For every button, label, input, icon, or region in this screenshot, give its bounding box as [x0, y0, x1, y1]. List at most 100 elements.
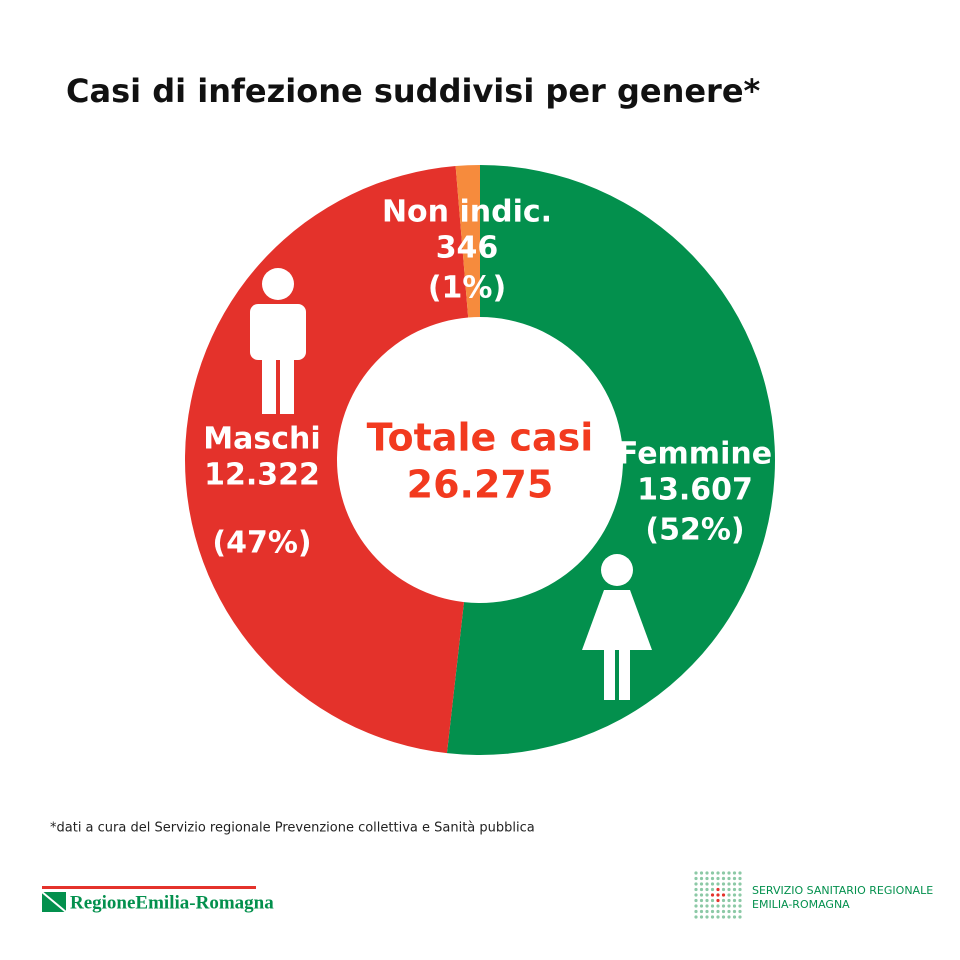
logo-dot	[710, 882, 715, 886]
slice-percent: (1%)	[428, 271, 506, 306]
logo-dot	[738, 915, 742, 919]
logo-dot	[732, 887, 737, 892]
slice-name: Maschi	[203, 422, 320, 457]
logo-dot	[705, 915, 709, 919]
logo-dot	[710, 904, 715, 908]
logo-dot	[738, 898, 742, 903]
logo-dot	[705, 898, 709, 903]
logo-dot	[727, 882, 731, 886]
logo-dot	[721, 871, 726, 875]
logo-dot	[699, 909, 704, 914]
logo-dot	[716, 904, 720, 908]
slice-value: 13.607	[637, 473, 753, 508]
logo-dot	[694, 904, 698, 908]
logo-dot	[732, 909, 737, 914]
center-total: 26.275	[407, 463, 554, 507]
logo-dot	[727, 909, 731, 914]
logo-dot	[694, 909, 698, 914]
logo-dot	[699, 893, 704, 897]
logo-dot	[699, 876, 704, 881]
male-icon	[250, 268, 306, 414]
logo-dot	[738, 909, 742, 914]
left-logo: RegioneEmilia-Romagna	[41, 886, 274, 913]
logo-dot	[699, 904, 704, 908]
logo-dot	[705, 887, 709, 892]
logo-dot	[710, 909, 715, 914]
logo-dot	[710, 898, 715, 903]
logo-dot	[694, 876, 698, 881]
logo-dot	[727, 871, 731, 875]
logo-dot	[710, 887, 715, 892]
logo-dot	[716, 893, 720, 897]
logo-dot	[694, 898, 698, 903]
logo-dot	[699, 915, 704, 919]
logo-dot	[738, 887, 742, 892]
slice-value: 12.322	[204, 458, 320, 493]
logo-dot	[721, 876, 726, 881]
logo-dot	[716, 898, 720, 903]
logo-dot	[694, 887, 698, 892]
logo-dot	[727, 887, 731, 892]
logo-dot	[721, 898, 726, 903]
slice	[446, 165, 776, 755]
slice-percent: (47%)	[212, 526, 311, 561]
slice-name: Non indic.	[382, 195, 552, 230]
logo-dot	[710, 871, 715, 875]
logo-dot	[716, 915, 720, 919]
logo-dot	[705, 909, 709, 914]
right-logo-line1: SERVIZIO SANITARIO REGIONALE	[752, 884, 933, 897]
logo-dot	[732, 915, 737, 919]
female-icon	[582, 554, 652, 700]
logo-dot	[727, 876, 731, 881]
logo-dot	[705, 882, 709, 886]
center-title: Totale casi	[367, 416, 594, 460]
logo-dot	[694, 893, 698, 897]
logo-dot	[732, 876, 737, 881]
logo-dot	[716, 909, 720, 914]
logo-dot	[721, 909, 726, 914]
logo-dot	[699, 871, 704, 875]
slice-value: 346	[436, 231, 499, 266]
logo-dot	[721, 882, 726, 886]
slice-name: Femmine	[618, 437, 772, 472]
logo-dot	[721, 887, 726, 892]
right-logo-line2: EMILIA-ROMAGNA	[752, 898, 850, 911]
logo-dot	[716, 887, 720, 892]
logo-dot	[727, 898, 731, 903]
logo-dot	[732, 882, 737, 886]
logo-dot	[727, 915, 731, 919]
logo-dot	[721, 904, 726, 908]
logo-dot	[699, 887, 704, 892]
logo-dot	[738, 882, 742, 886]
logo-dot	[710, 893, 715, 897]
logo-dot	[705, 893, 709, 897]
slice	[455, 165, 480, 318]
logo-dot	[732, 898, 737, 903]
logo-dot	[705, 876, 709, 881]
logo-dot	[738, 893, 742, 897]
logo-dot	[716, 882, 720, 886]
chart-title: Casi di infezione suddivisi per genere*	[66, 72, 761, 110]
logo-dot	[716, 871, 720, 875]
left-logo-text: RegioneEmilia-Romagna	[70, 892, 274, 913]
logo-dot	[738, 904, 742, 908]
logo-dot	[694, 882, 698, 886]
logo-dot	[694, 871, 698, 875]
logo-dot	[699, 882, 704, 886]
logo-dot	[738, 876, 742, 881]
logo-dot	[710, 876, 715, 881]
logo-dot	[727, 904, 731, 908]
logo-dot	[738, 871, 742, 875]
right-logo-dots	[694, 871, 742, 919]
footnote: *dati a cura del Servizio regionale Prev…	[50, 821, 535, 836]
logo-dot	[716, 876, 720, 881]
logo-dot	[721, 893, 726, 897]
logo-dot	[721, 915, 726, 919]
logo-dot	[699, 898, 704, 903]
logo-dot	[732, 904, 737, 908]
logo-dot	[710, 915, 715, 919]
slice-percent: (52%)	[645, 513, 744, 548]
logo-dot	[705, 904, 709, 908]
